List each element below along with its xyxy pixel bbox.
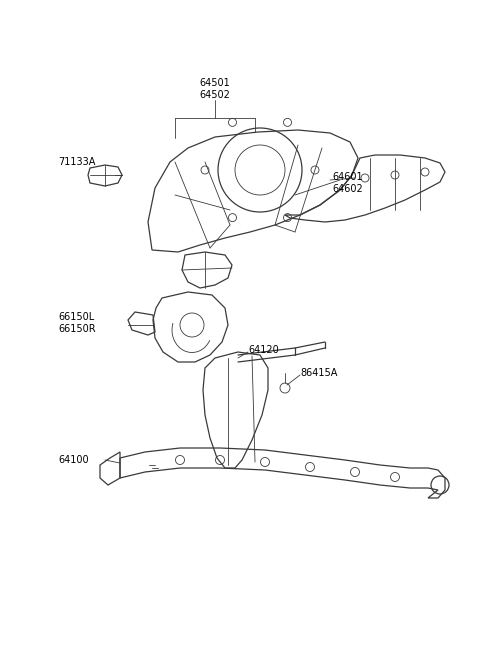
Text: 64120: 64120	[248, 345, 279, 355]
Text: 66150L
66150R: 66150L 66150R	[58, 312, 96, 334]
Text: 64100: 64100	[58, 455, 89, 465]
Text: 71133A: 71133A	[58, 157, 96, 167]
Text: 86415A: 86415A	[300, 368, 337, 378]
Text: 64501
64502: 64501 64502	[200, 78, 230, 100]
Text: 64601
64602: 64601 64602	[332, 172, 363, 195]
